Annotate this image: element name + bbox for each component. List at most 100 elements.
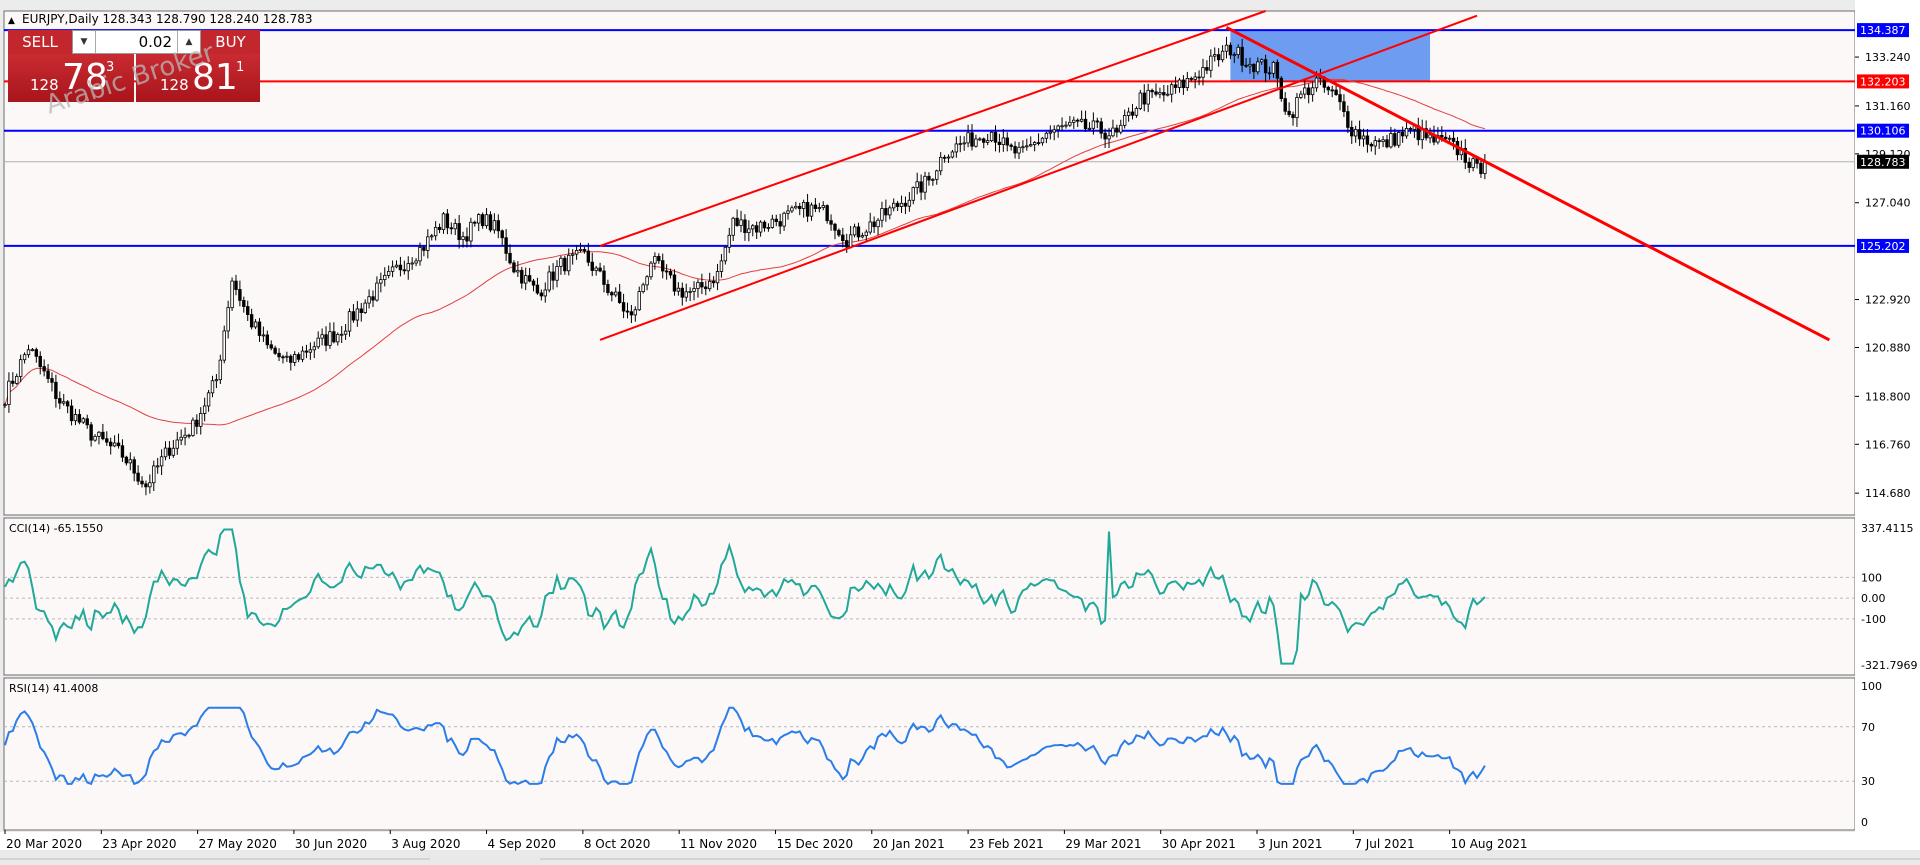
bull-candle	[1056, 125, 1060, 131]
bull-candle	[81, 418, 85, 423]
bear-candle	[774, 218, 778, 223]
bull-candle	[637, 291, 641, 311]
bear-candle	[480, 214, 485, 227]
bear-candle	[65, 401, 70, 407]
bull-candle	[199, 413, 203, 427]
bull-candle	[794, 205, 798, 209]
bull-candle	[430, 235, 434, 238]
collapse-icon: ▲	[8, 16, 15, 26]
bull-candle	[1122, 115, 1127, 126]
bear-candle	[1162, 92, 1166, 96]
main-panel	[3, 10, 1856, 516]
bear-candle	[841, 234, 845, 241]
bear-candle	[1154, 91, 1158, 95]
level-tag-134.387	[1857, 23, 1909, 38]
cci-tick-label: 337.4115	[1861, 522, 1914, 535]
lot-size-value[interactable]: 0.02	[138, 33, 172, 51]
bull-candle	[300, 350, 305, 360]
bear-candle	[1440, 134, 1444, 138]
bull-candle	[1111, 127, 1115, 137]
bull-candle	[253, 321, 258, 328]
bull-candle	[1072, 119, 1076, 123]
bear-candle	[520, 269, 524, 284]
bear-candle	[140, 480, 144, 485]
rsi-panel	[3, 677, 1856, 831]
bear-candle	[38, 355, 42, 367]
bull-candle	[1310, 87, 1315, 96]
bull-candle	[3, 404, 7, 406]
bull-candle	[202, 405, 207, 414]
bear-candle	[101, 431, 105, 440]
lot-increase-icon[interactable]: ▲	[177, 31, 200, 53]
bear-candle	[704, 286, 708, 290]
bear-candle	[754, 225, 759, 233]
rsi-tick-label: 0	[1861, 816, 1868, 829]
bull-candle	[821, 205, 825, 208]
bear-candle	[89, 424, 93, 441]
time-tick-label: 23 Feb 2021	[969, 837, 1044, 851]
bear-candle	[34, 349, 39, 357]
bull-candle	[1209, 55, 1213, 71]
bull-candle	[1064, 124, 1068, 127]
bull-candle	[261, 334, 266, 337]
bull-candle	[230, 280, 234, 309]
bear-candle	[735, 217, 739, 226]
bull-candle	[414, 260, 418, 264]
bear-candle	[1385, 139, 1389, 148]
bull-candle	[1025, 145, 1029, 148]
sell-price-sup: 3	[106, 60, 115, 75]
bull-candle	[461, 236, 465, 240]
bear-candle	[664, 270, 669, 273]
bear-candle	[289, 355, 293, 363]
price-tick-label: 118.800	[1865, 390, 1911, 403]
bull-candle	[469, 221, 473, 242]
bear-candle	[825, 205, 829, 222]
bull-candle	[1001, 137, 1006, 146]
bull-candle	[708, 280, 712, 290]
time-tick-label: 11 Nov 2020	[680, 837, 757, 851]
bull-candle	[394, 264, 399, 268]
sell-button[interactable]: SELL	[8, 30, 72, 54]
bull-candle	[950, 151, 955, 158]
bull-candle	[175, 439, 179, 449]
sell-price-box[interactable]: 128 78 3	[8, 54, 134, 102]
lot-decrease-icon[interactable]: ▼	[73, 31, 96, 53]
bull-candle	[1107, 135, 1111, 140]
bull-candle	[155, 465, 160, 468]
bear-candle	[437, 226, 442, 230]
bear-candle	[582, 249, 587, 252]
bear-candle	[586, 250, 591, 263]
bear-candle	[42, 366, 46, 372]
bear-candle	[711, 280, 716, 284]
bull-candle	[751, 225, 755, 230]
bull-candle	[22, 354, 27, 361]
bear-candle	[1197, 76, 1201, 79]
bear-candle	[778, 221, 782, 227]
bear-candle	[942, 156, 947, 159]
lot-size-field[interactable]: ▼ 0.02 ▲	[72, 30, 201, 54]
bull-candle	[1256, 61, 1260, 73]
bull-candle	[1353, 129, 1358, 137]
buy-button[interactable]: BUY	[201, 30, 260, 54]
bear-candle	[657, 256, 661, 262]
bear-candle	[1252, 63, 1256, 73]
bear-candle	[1326, 86, 1330, 91]
time-tick-label: 20 Jan 2021	[873, 837, 945, 851]
bull-candle	[985, 140, 990, 143]
bear-candle	[668, 270, 673, 276]
bear-candle	[116, 442, 121, 447]
bull-candle	[386, 270, 391, 276]
bear-candle	[884, 208, 888, 216]
bear-candle	[359, 308, 363, 313]
bull-candle	[1193, 76, 1197, 80]
bear-candle	[1130, 111, 1135, 116]
bear-candle	[504, 237, 508, 254]
bear-candle	[124, 456, 129, 464]
bull-candle	[355, 308, 360, 321]
buy-price-box[interactable]: 128 81 1	[136, 54, 260, 102]
bull-candle	[347, 311, 352, 332]
bull-candle	[1314, 77, 1319, 89]
bear-candle	[273, 347, 277, 354]
bull-candle	[974, 138, 978, 147]
